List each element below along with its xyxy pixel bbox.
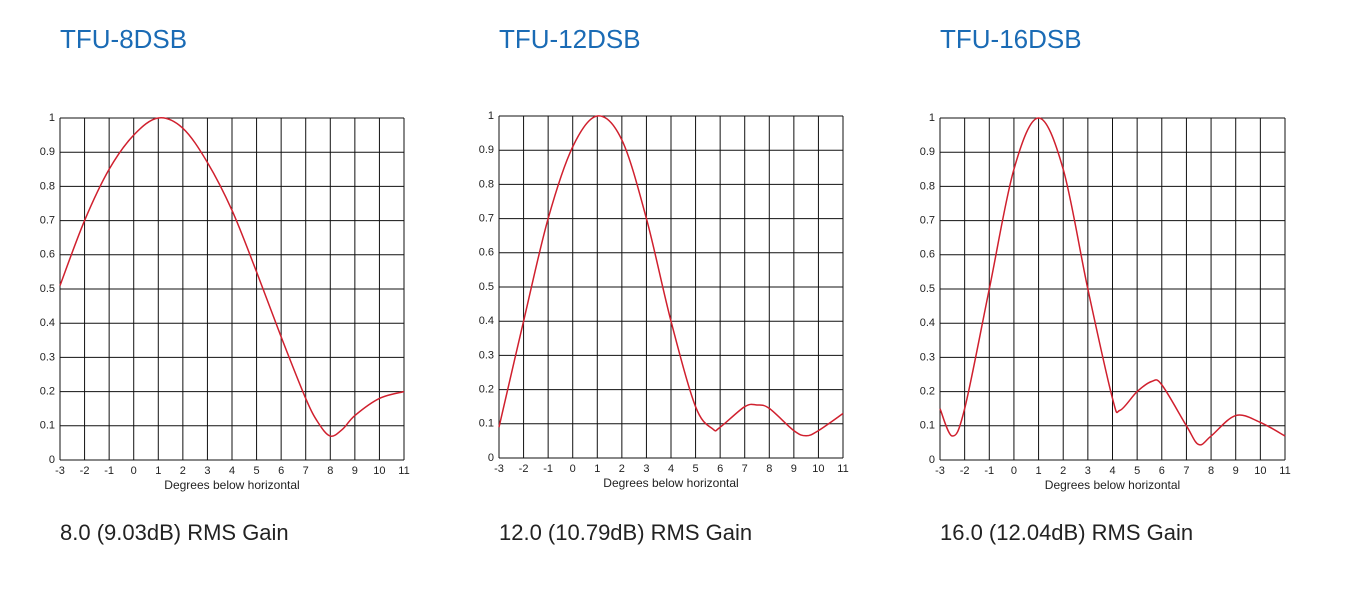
x-tick-label: 0 bbox=[570, 463, 576, 475]
x-tick-label: 8 bbox=[766, 463, 772, 475]
y-tick-label: 0.7 bbox=[479, 213, 494, 225]
y-tick-label: 0.1 bbox=[40, 420, 55, 432]
x-tick-label: 3 bbox=[643, 463, 649, 475]
x-tick-label: 2 bbox=[1060, 465, 1066, 477]
x-tick-label: 4 bbox=[1109, 465, 1115, 477]
y-tick-label: 0.5 bbox=[40, 283, 55, 295]
y-tick-label: 0.2 bbox=[920, 386, 935, 398]
y-tick-label: 0.1 bbox=[920, 420, 935, 432]
y-tick-label: 0.5 bbox=[479, 281, 494, 293]
x-tick-label: 9 bbox=[1233, 465, 1239, 477]
x-tick-label: -3 bbox=[935, 465, 945, 477]
y-tick-label: 0.3 bbox=[479, 349, 494, 361]
y-tick-label: 1 bbox=[49, 112, 55, 124]
x-tick-label: 3 bbox=[204, 465, 210, 477]
y-tick-label: 0.3 bbox=[40, 351, 55, 363]
x-tick-label: 7 bbox=[742, 463, 748, 475]
x-tick-label: 6 bbox=[278, 465, 284, 477]
x-tick-label: -1 bbox=[984, 465, 994, 477]
y-tick-label: 0.3 bbox=[920, 351, 935, 363]
y-tick-label: 0.8 bbox=[40, 180, 55, 192]
x-tick-label: 1 bbox=[155, 465, 161, 477]
y-tick-label: 0.4 bbox=[920, 317, 935, 329]
y-tick-label: 0 bbox=[488, 452, 494, 464]
y-tick-label: 0.4 bbox=[479, 315, 494, 327]
y-tick-label: 0.4 bbox=[40, 317, 55, 329]
data-line bbox=[939, 117, 1286, 446]
x-tick-label: 11 bbox=[837, 463, 848, 475]
y-tick-label: 0.8 bbox=[479, 178, 494, 190]
x-tick-label: 10 bbox=[812, 463, 824, 475]
y-tick-label: 0.7 bbox=[920, 215, 935, 227]
data-line bbox=[498, 115, 844, 437]
x-tick-label: 7 bbox=[303, 465, 309, 477]
y-tick-label: 0.5 bbox=[920, 283, 935, 295]
x-tick-label: 4 bbox=[229, 465, 235, 477]
y-tick-label: 1 bbox=[929, 112, 935, 124]
x-tick-label: -1 bbox=[104, 465, 114, 477]
x-tick-label: 5 bbox=[1134, 465, 1140, 477]
x-tick-label: -1 bbox=[543, 463, 553, 475]
x-axis-label: Degrees below horizontal bbox=[164, 478, 299, 492]
y-tick-label: 0.9 bbox=[40, 146, 55, 158]
x-tick-label: 7 bbox=[1183, 465, 1189, 477]
x-tick-label: -2 bbox=[960, 465, 970, 477]
y-tick-label: 1 bbox=[488, 110, 494, 122]
y-tick-label: 0.2 bbox=[479, 384, 494, 396]
caption: 8.0 (9.03dB) RMS Gain bbox=[60, 520, 289, 545]
x-tick-label: -3 bbox=[494, 463, 504, 475]
y-tick-label: 0.2 bbox=[40, 386, 55, 398]
x-tick-label: -2 bbox=[80, 465, 90, 477]
x-tick-label: 10 bbox=[1254, 465, 1266, 477]
x-tick-label: 1 bbox=[594, 463, 600, 475]
chart-title: TFU-8DSB bbox=[60, 24, 187, 54]
caption: 12.0 (10.79dB) RMS Gain bbox=[499, 520, 752, 545]
x-tick-label: 5 bbox=[254, 465, 260, 477]
y-tick-label: 0.6 bbox=[920, 249, 935, 261]
x-tick-label: 0 bbox=[131, 465, 137, 477]
x-tick-label: 6 bbox=[1159, 465, 1165, 477]
y-tick-label: 0.6 bbox=[40, 249, 55, 261]
x-tick-label: 8 bbox=[327, 465, 333, 477]
y-tick-label: 0 bbox=[929, 454, 935, 466]
x-tick-label: 6 bbox=[717, 463, 723, 475]
x-axis-label: Degrees below horizontal bbox=[1045, 478, 1180, 492]
y-tick-label: 0.1 bbox=[479, 418, 494, 430]
caption: 16.0 (12.04dB) RMS Gain bbox=[940, 520, 1193, 545]
x-tick-label: 8 bbox=[1208, 465, 1214, 477]
x-tick-label: -3 bbox=[55, 465, 65, 477]
x-tick-label: 10 bbox=[373, 465, 385, 477]
data-line bbox=[59, 117, 405, 437]
x-tick-label: 9 bbox=[352, 465, 358, 477]
x-tick-label: 3 bbox=[1085, 465, 1091, 477]
x-tick-label: 0 bbox=[1011, 465, 1017, 477]
y-tick-label: 0.6 bbox=[479, 247, 494, 259]
x-tick-label: 2 bbox=[619, 463, 625, 475]
x-tick-label: 1 bbox=[1036, 465, 1042, 477]
x-tick-label: 11 bbox=[398, 465, 409, 477]
x-tick-label: 11 bbox=[1279, 465, 1290, 477]
x-tick-label: 5 bbox=[693, 463, 699, 475]
x-tick-label: -2 bbox=[519, 463, 529, 475]
x-tick-label: 4 bbox=[668, 463, 674, 475]
y-tick-label: 0.7 bbox=[40, 215, 55, 227]
y-tick-label: 0 bbox=[49, 454, 55, 466]
y-tick-label: 0.9 bbox=[479, 144, 494, 156]
y-tick-label: 0.9 bbox=[920, 146, 935, 158]
y-tick-label: 0.8 bbox=[920, 180, 935, 192]
chart-title: TFU-12DSB bbox=[499, 24, 641, 54]
x-tick-label: 2 bbox=[180, 465, 186, 477]
x-axis-label: Degrees below horizontal bbox=[603, 476, 738, 490]
chart-title: TFU-16DSB bbox=[940, 24, 1082, 54]
x-tick-label: 9 bbox=[791, 463, 797, 475]
